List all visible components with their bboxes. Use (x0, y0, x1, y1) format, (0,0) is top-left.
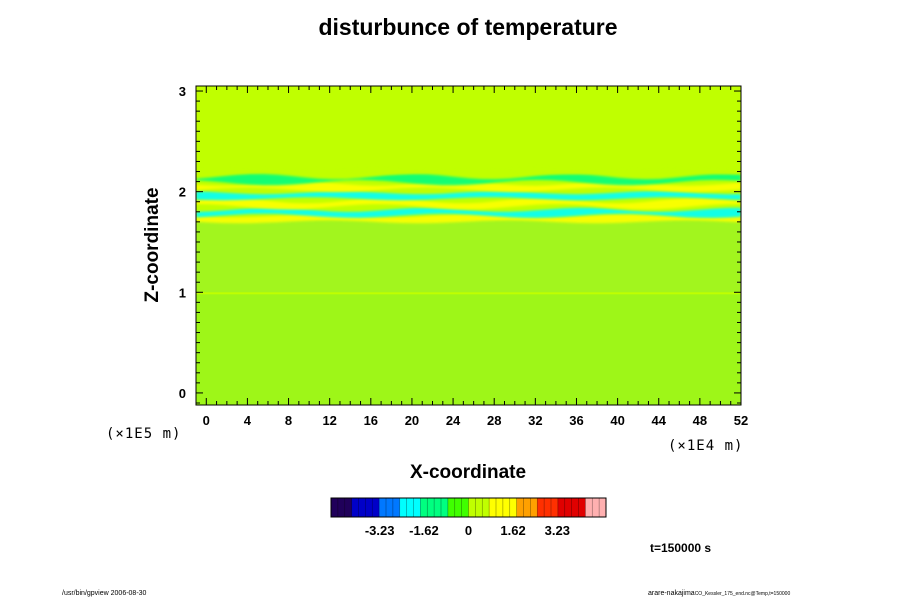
colorbar-segment (434, 498, 442, 517)
colorbar-tick-label: -1.62 (409, 523, 439, 538)
colorbar-tick-label: -3.23 (365, 523, 395, 538)
colorbar-tick-label: 3.23 (545, 523, 570, 538)
colorbar-segment (461, 498, 469, 517)
colorbar-segment (557, 498, 566, 517)
colorbar-segment (399, 498, 408, 517)
colorbar-segment (441, 498, 449, 517)
x-tick-label: 32 (528, 413, 542, 428)
time-annotation: t=150000 s (650, 541, 712, 555)
field-bottom-layer (196, 294, 741, 405)
x-axis-title: X-coordinate (410, 462, 526, 483)
colorbar-segment (564, 498, 573, 517)
colorbar-segment (365, 498, 373, 517)
x-tick-label: 12 (322, 413, 336, 428)
y-tick-label: 2 (179, 185, 186, 200)
colorbar-segment (372, 498, 380, 517)
field-band (196, 165, 741, 174)
colorbar-segment (516, 498, 524, 517)
colorbar-segment (392, 498, 401, 517)
x-tick-label: 40 (610, 413, 624, 428)
x-tick-label: 16 (364, 413, 378, 428)
colorbar-segment (427, 498, 435, 517)
colorbar-segment (551, 498, 559, 517)
colorbar-segment (571, 498, 579, 517)
colorbar-segment (544, 498, 552, 517)
colorbar-segment (578, 498, 586, 517)
colorbar-segment (420, 498, 428, 517)
colorbar-segment (331, 498, 339, 517)
colorbar-segment (482, 498, 490, 517)
footer-author: arare-nakajima (648, 590, 695, 597)
colorbar-segment (537, 498, 545, 517)
colorbar-segment (454, 498, 463, 517)
field-lower-layer (196, 219, 741, 293)
colorbar (331, 498, 607, 517)
colorbar-segment (351, 498, 359, 517)
x-tick-label: 52 (734, 413, 748, 428)
temperature-field (196, 86, 741, 405)
field-band (196, 191, 741, 201)
colorbar-segment (386, 498, 394, 517)
y-tick-label: 0 (179, 386, 186, 401)
x-tick-label: 4 (244, 413, 252, 428)
colorbar-segment (475, 498, 483, 517)
colorbar-tick-label: 1.62 (500, 523, 525, 538)
colorbar-segment (592, 498, 600, 517)
x-tick-label: 0 (203, 413, 210, 428)
x-tick-label: 20 (405, 413, 419, 428)
x-tick-label: 8 (285, 413, 292, 428)
x-tick-label: 24 (446, 413, 461, 428)
colorbar-frame (330, 497, 607, 518)
colorbar-segment (468, 498, 476, 517)
colorbar-segment (599, 498, 607, 517)
colorbar-segment (413, 498, 421, 517)
axis-ticks (195, 86, 742, 405)
x-tick-label: 36 (569, 413, 583, 428)
footer-file: CO_Kessler_175_end.nc@Temp,t=150000 (694, 591, 791, 597)
y-tick-label: 3 (179, 84, 186, 99)
y-unit-label: (×1E5 m) (106, 426, 181, 442)
colorbar-segment (523, 498, 531, 517)
y-axis-title: Z-coordinate (142, 187, 163, 302)
footer-command: /usr/bin/gpview 2006-08-30 (62, 590, 147, 597)
colorbar-segment (509, 498, 518, 517)
colorbar-segment (447, 498, 456, 517)
colorbar-segment (530, 498, 538, 517)
x-tick-label: 48 (693, 413, 707, 428)
colorbar-segment (337, 498, 346, 517)
colorbar-segment (406, 498, 414, 517)
chart-title: disturbunce of temperature (318, 14, 618, 40)
plot-frame (195, 85, 742, 406)
x-tick-label: 44 (652, 413, 667, 428)
field-band (196, 207, 741, 218)
colorbar-segment (489, 498, 497, 517)
field-band (196, 198, 741, 210)
colorbar-segment (502, 498, 511, 517)
colorbar-segment (496, 498, 504, 517)
x-tick-label: 28 (487, 413, 501, 428)
colorbar-segment (358, 498, 366, 517)
colorbar-segment (344, 498, 353, 517)
x-unit-label: (×1E4 m) (668, 438, 743, 454)
colorbar-tick-label: 0 (465, 523, 472, 538)
colorbar-segment (379, 498, 387, 517)
y-tick-label: 1 (179, 285, 186, 300)
colorbar-segment (585, 498, 593, 517)
footer-source: arare-nakajimaCO_Kessler_175_end.nc@Temp… (648, 590, 790, 597)
field-band (196, 173, 741, 186)
colorbar-tick-labels: -3.23 -1.62 0 1.62 3.23 (365, 523, 570, 538)
